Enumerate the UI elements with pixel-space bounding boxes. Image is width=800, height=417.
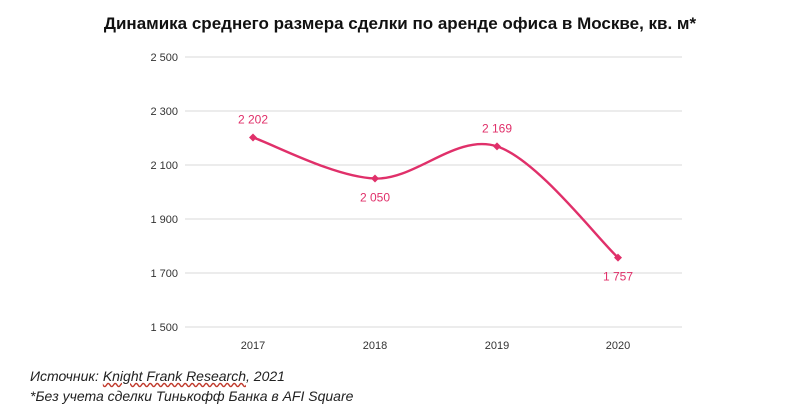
source-link[interactable]: Knight Frank Research xyxy=(102,368,246,384)
series-line xyxy=(252,136,619,259)
data-point-marker xyxy=(371,174,379,183)
data-label: 2 050 xyxy=(360,191,390,205)
y-tick-label: 1 500 xyxy=(150,322,178,334)
y-axis-ticks: 1 500 1 700 1 900 2 100 2 300 2 500 xyxy=(150,52,178,334)
x-tick-label: 2018 xyxy=(363,340,387,352)
x-tick-label: 2019 xyxy=(485,340,509,352)
chart-title: Динамика среднего размера сделки по арен… xyxy=(103,14,697,33)
x-tick-label: 2020 xyxy=(606,340,630,352)
x-tick-label: 2017 xyxy=(241,340,265,352)
data-label: 2 169 xyxy=(482,121,512,135)
y-tick-label: 2 100 xyxy=(150,160,178,172)
footer: Источник: Knight Frank Research, 2021 *Б… xyxy=(30,366,353,406)
y-tick-label: 2 500 xyxy=(150,52,178,64)
data-point-marker xyxy=(614,253,622,262)
data-point-marker xyxy=(249,133,257,142)
gridlines xyxy=(185,56,682,328)
source-suffix: , 2021 xyxy=(246,368,285,384)
data-markers xyxy=(249,133,622,262)
data-label: 2 202 xyxy=(238,112,268,126)
source-prefix: Источник: xyxy=(30,368,103,384)
data-label: 1 757 xyxy=(603,270,633,284)
footnote: *Без учета сделки Тинькофф Банка в AFI S… xyxy=(30,388,354,404)
y-tick-label: 2 300 xyxy=(150,106,178,118)
source-line: Источник: Knight Frank Research, 2021 xyxy=(30,366,353,386)
data-point-marker xyxy=(493,142,501,151)
x-axis-ticks: 2017 2018 2019 2020 xyxy=(241,340,630,352)
data-labels: 2 202 2 050 2 169 1 757 xyxy=(238,112,633,283)
y-tick-label: 1 700 xyxy=(150,268,178,280)
y-tick-label: 1 900 xyxy=(150,214,178,226)
